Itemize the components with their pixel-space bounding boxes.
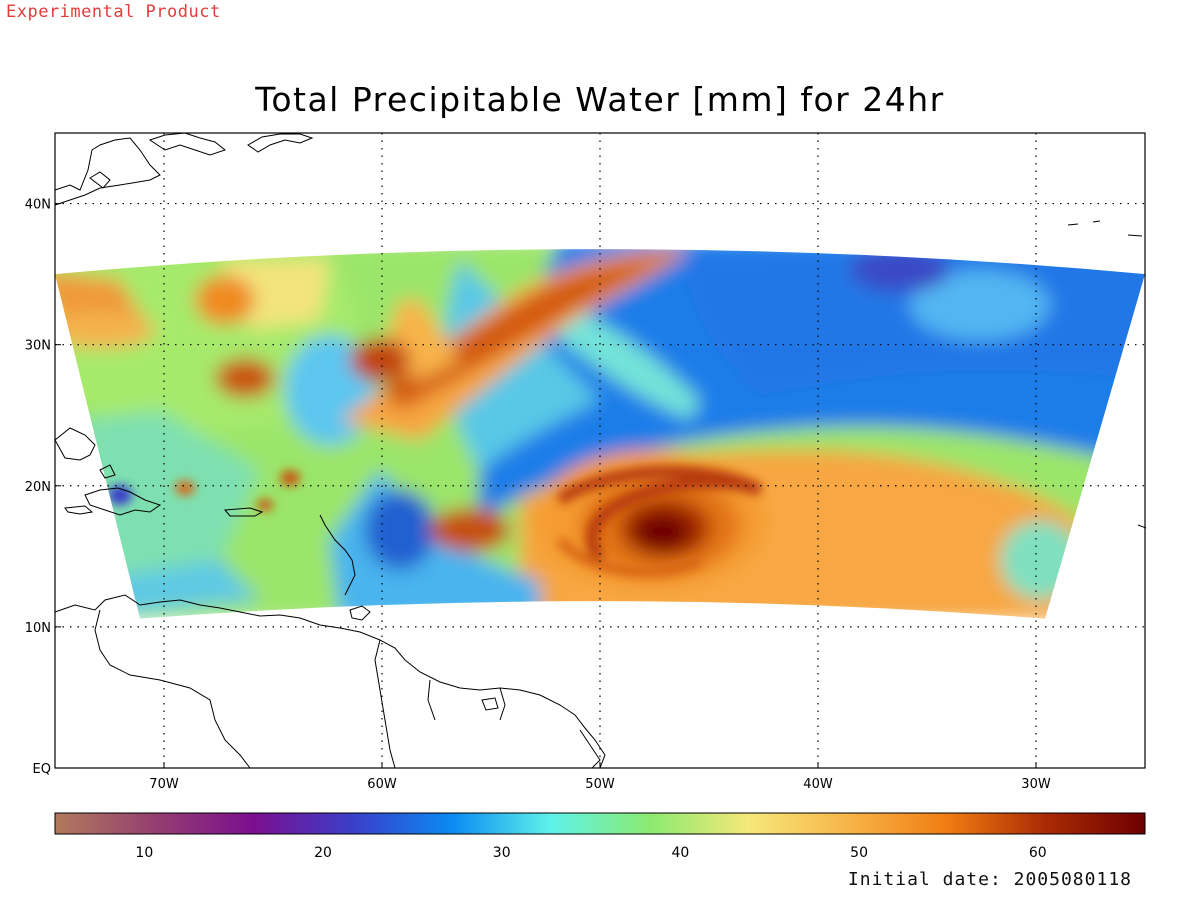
lat-tick-label: 40N: [25, 198, 51, 213]
colorbar-tick-label: 30: [493, 845, 511, 861]
coastline-jamaica: [64, 505, 94, 515]
lat-tick-label: 30N: [25, 339, 51, 354]
lon-tick-label: 60W: [367, 777, 397, 792]
grid-lines: [55, 133, 1145, 768]
coastline-cuba: [54, 427, 96, 461]
coastline-nova-scotia: [148, 132, 227, 156]
initial-date-label: Initial date: 2005080118: [847, 869, 1132, 890]
coastline-suriname-border: [427, 679, 436, 721]
lon-tick-label: 50W: [585, 777, 615, 792]
colorbar-tick-label: 20: [314, 845, 332, 861]
coastline-azores: [1067, 220, 1143, 237]
coastlines: [54, 132, 1147, 769]
coastline-south-america: [54, 594, 606, 769]
colorbar: 10 20 30 40 50 60: [54, 812, 1146, 861]
coastline-fr-guiana-border: [499, 687, 506, 721]
coastline-south-america-inland: [94, 609, 251, 769]
colorbar-tick-labels: 10 20 30 40 50 60: [135, 845, 1046, 861]
coastline-bahamas: [99, 464, 116, 479]
colorbar-tick-label: 50: [850, 845, 868, 861]
coastline-marajo: [481, 697, 499, 711]
longitude-tick-labels: 70W 60W 50W 40W 30W: [149, 762, 1051, 792]
lat-tick-label: 10N: [25, 621, 51, 636]
colorbar-tick-label: 10: [135, 845, 153, 861]
chart-title: Total Precipitable Water [mm] for 24hr: [255, 80, 945, 119]
experimental-product-label: Experimental Product: [6, 2, 221, 22]
tpw-data-swath: [55, 249, 1145, 619]
lon-tick-label: 40W: [803, 777, 833, 792]
coastline-northeast-us: [54, 137, 161, 206]
lat-tick-label: 20N: [25, 480, 51, 495]
colorbar-bar: [54, 812, 1146, 835]
coastline-guyana-border: [374, 639, 396, 769]
colorbar-tick-label: 40: [671, 845, 689, 861]
lat-tick-label: EQ: [33, 762, 51, 777]
coastline-cape-cod: [89, 171, 111, 189]
coastline-amazon-delta: [579, 729, 601, 769]
latitude-tick-labels: EQ 10N 20N 30N 40N: [25, 198, 61, 777]
coastline-lesser-antilles: [319, 514, 356, 596]
coastline-hispaniola: [84, 487, 162, 516]
coastline-newfoundland: [247, 133, 314, 153]
coastline-trinidad: [349, 605, 371, 621]
coastline-puerto-rico: [223, 507, 264, 517]
colorbar-tick-label: 60: [1029, 845, 1047, 861]
lon-tick-label: 30W: [1021, 777, 1051, 792]
lon-tick-label: 70W: [149, 777, 179, 792]
